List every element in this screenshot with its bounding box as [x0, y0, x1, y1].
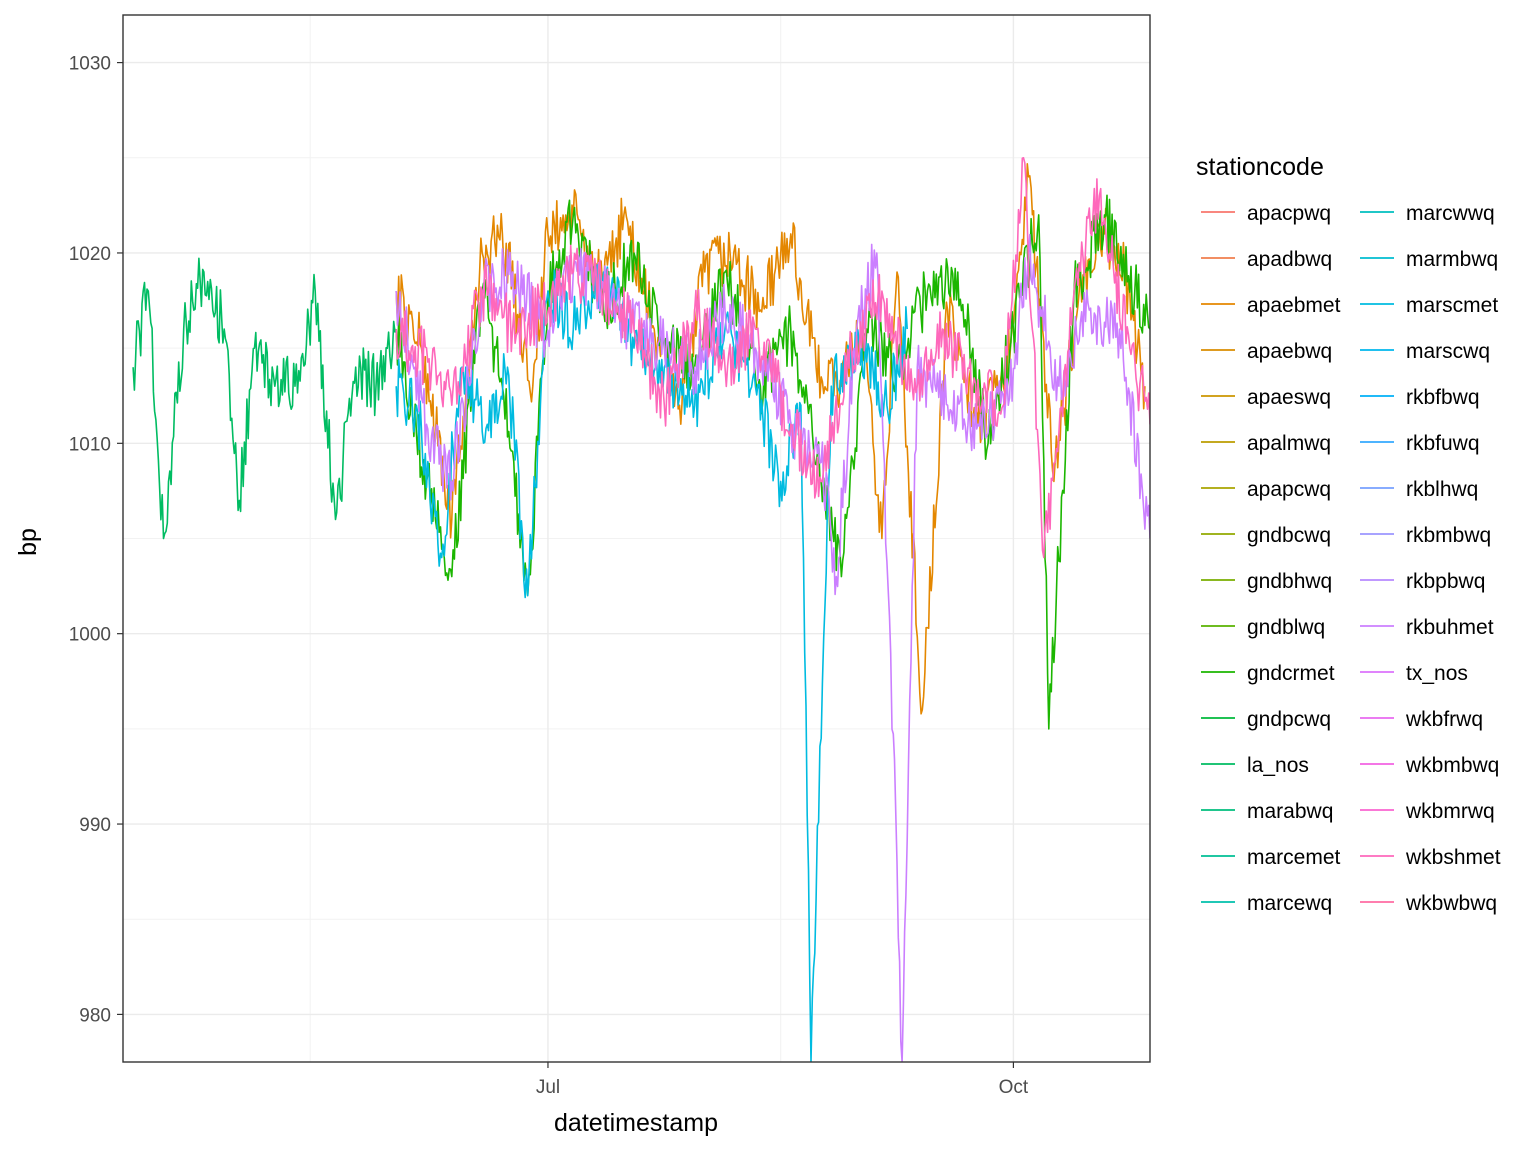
legend-label: apadbwq	[1247, 248, 1332, 271]
legend-label: la_nos	[1247, 754, 1309, 777]
legend: stationcode apacpwq apadbwq apaebmet apaebw…	[1196, 153, 1501, 915]
x-tick-label: Jul	[536, 1077, 560, 1098]
legend-label: rkbpbwq	[1406, 570, 1485, 593]
legend-label: wkbmbwq	[1405, 754, 1499, 777]
legend-label: gndbcwq	[1247, 524, 1331, 547]
series-line-la_nos	[132, 257, 397, 540]
legend-label: marcemet	[1247, 846, 1341, 869]
legend-label: wkbfrwq	[1405, 708, 1483, 731]
legend-label: apaebmet	[1247, 294, 1341, 317]
axes-layer: 980 990 1000 1010 1020 1030 Jul Oct	[69, 14, 1151, 1098]
legend-label: apaeswq	[1247, 386, 1331, 409]
legend-label: wkbmrwq	[1405, 800, 1495, 823]
legend-label: gndblwq	[1247, 616, 1325, 639]
legend-label: apacpwq	[1247, 202, 1331, 225]
legend-label: tx_nos	[1406, 662, 1468, 685]
legend-label: marscwq	[1406, 340, 1490, 363]
y-tick-label: 990	[79, 815, 111, 836]
legend-label: marcwwq	[1406, 202, 1495, 225]
legend-label: rkbmbwq	[1406, 524, 1491, 547]
legend-label: rkbfbwq	[1406, 386, 1480, 409]
legend-label: marabwq	[1247, 800, 1333, 823]
series-line-wkbshmet	[395, 157, 1150, 559]
x-axis-title: datetimestamp	[554, 1109, 718, 1137]
legend-label: apapcwq	[1247, 478, 1331, 501]
legend-title: stationcode	[1196, 153, 1324, 181]
series-layer	[132, 157, 1150, 1062]
y-axis-title: bp	[14, 528, 42, 556]
plot-panel	[123, 15, 1150, 1062]
y-tick-label: 1000	[69, 625, 111, 646]
legend-label: rkbuhmet	[1406, 616, 1494, 639]
legend-label: marscmet	[1406, 294, 1498, 317]
panel-border	[122, 14, 1151, 1063]
y-tick-label: 1030	[69, 54, 111, 75]
series-line-rkbuhmet	[395, 233, 1150, 1062]
x-tick-label: Oct	[999, 1077, 1029, 1098]
legend-label: apaebwq	[1247, 340, 1332, 363]
legend-label: wkbwbwq	[1405, 892, 1497, 915]
legend-label: gndcrmet	[1247, 662, 1335, 685]
legend-label: marcewq	[1247, 892, 1332, 915]
legend-label: rkbfuwq	[1406, 432, 1480, 455]
y-tick-label: 1010	[69, 434, 111, 455]
legend-label: apalmwq	[1247, 432, 1331, 455]
legend-label: marmbwq	[1406, 248, 1498, 271]
y-tick-label: 1020	[69, 244, 111, 265]
legend-label: gndbhwq	[1247, 570, 1332, 593]
legend-label: wkbshmet	[1405, 846, 1501, 869]
y-tick-label: 980	[79, 1005, 111, 1026]
legend-label: rkblhwq	[1406, 478, 1478, 501]
legend-label: gndpcwq	[1247, 708, 1331, 731]
